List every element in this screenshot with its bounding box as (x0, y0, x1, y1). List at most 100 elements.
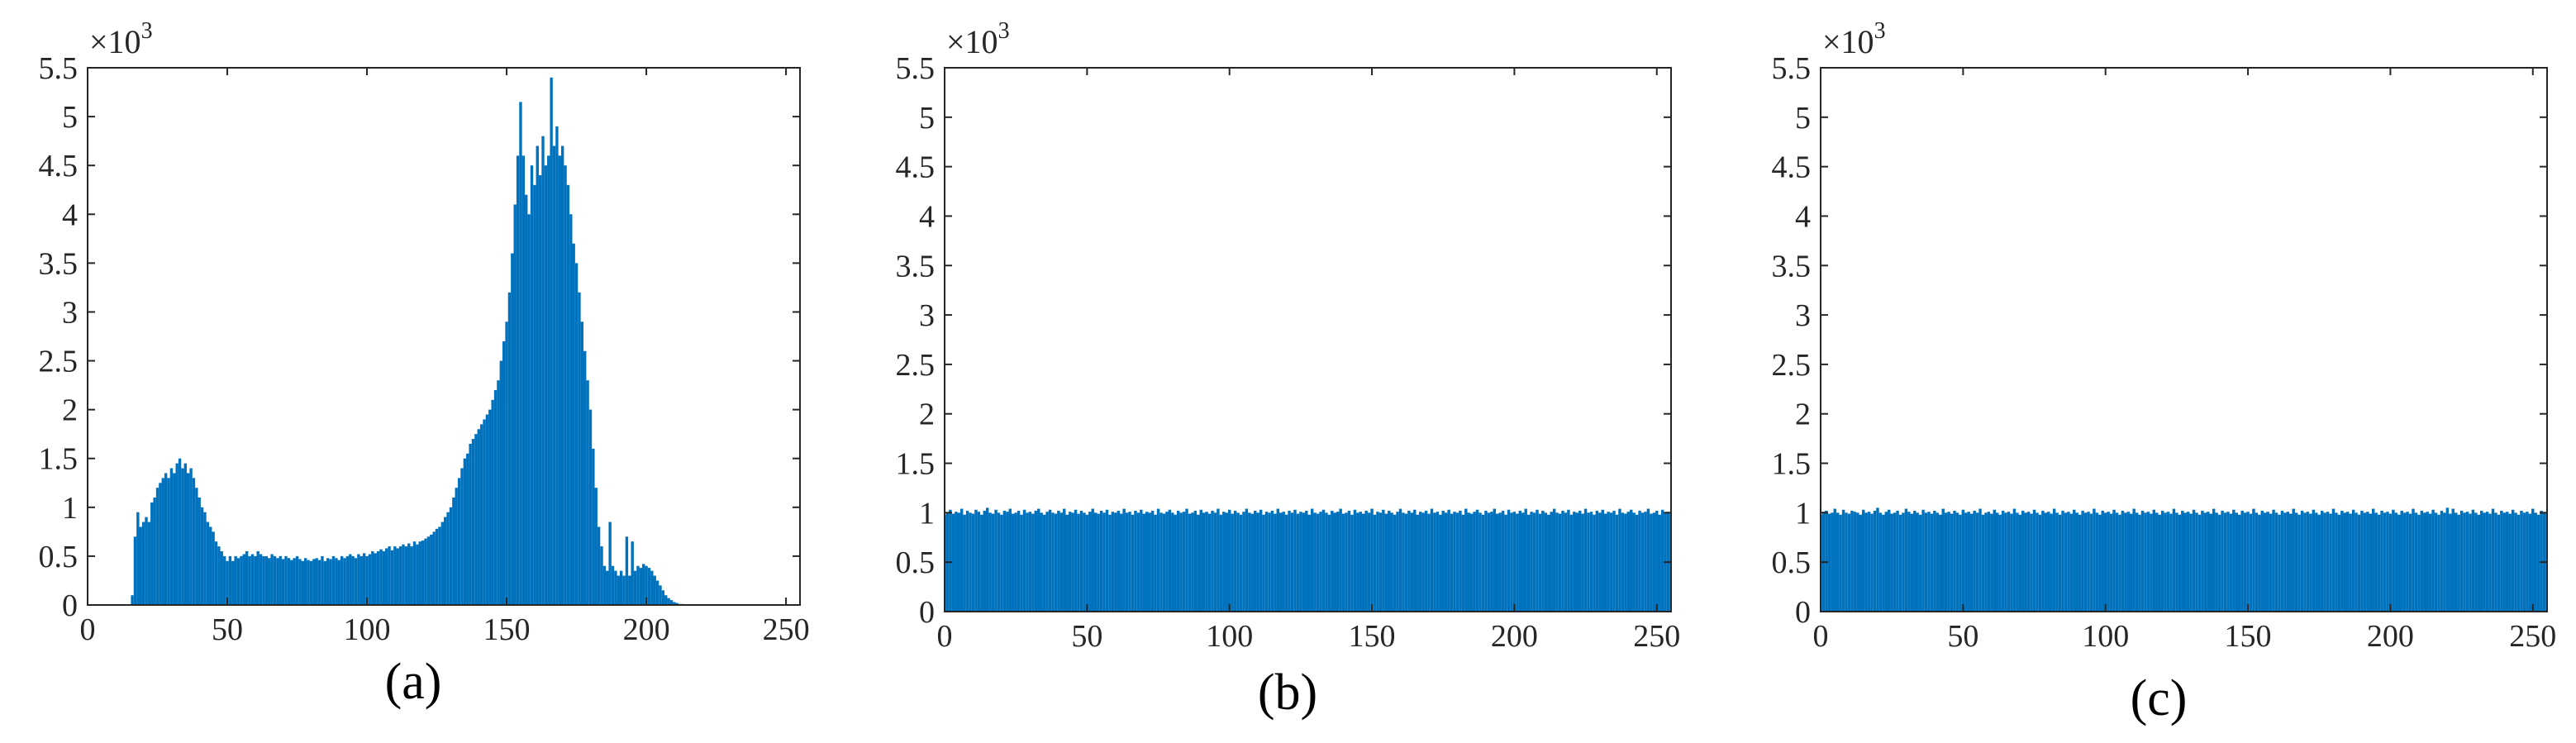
histogram-bar (1114, 512, 1117, 612)
histogram-bar (155, 488, 160, 605)
histogram-bar (1065, 514, 1069, 612)
histogram-bar (619, 570, 623, 605)
histogram-bar (1248, 512, 1251, 612)
histogram-bar (1131, 514, 1135, 612)
histogram-bar (1836, 512, 1840, 612)
histogram-bar (1575, 512, 1578, 612)
histogram-bar (349, 554, 352, 605)
histogram-bar (1331, 510, 1334, 612)
histogram-bar (2081, 510, 2084, 612)
x-tick-label: 250 (763, 612, 810, 647)
histogram-bar (357, 554, 360, 605)
histogram-bar (1168, 509, 1172, 612)
histogram-bar (659, 585, 662, 605)
histogram-bar (2459, 510, 2464, 612)
histogram-bar (298, 559, 302, 605)
histogram-bar (2526, 512, 2529, 612)
histogram-bar (2158, 514, 2161, 612)
histogram-bar (189, 468, 193, 605)
histogram-bar (362, 553, 366, 605)
histogram-bar (2408, 513, 2412, 612)
histogram-bar (2540, 510, 2543, 612)
histogram-bar (307, 560, 310, 605)
histogram-bar (2343, 512, 2346, 612)
histogram-bar (181, 468, 184, 605)
histogram-bar (2007, 512, 2011, 612)
histogram-bar (471, 439, 475, 605)
histogram-bar (2426, 512, 2429, 612)
histogram-bar (1587, 512, 1590, 612)
histogram-bar (1284, 514, 1288, 612)
histogram-bar (2237, 514, 2241, 612)
histogram-bar (2531, 508, 2535, 612)
histogram-bar (1459, 510, 1462, 612)
histogram-bar (1290, 512, 1294, 612)
histogram-bar (2355, 512, 2358, 612)
histogram-bar (195, 488, 198, 605)
histogram-bar (1658, 514, 1661, 612)
histogram-bar (2144, 512, 2147, 612)
histogram-bar (2209, 513, 2212, 612)
y-tick-label: 1.5 (896, 447, 936, 482)
histogram-bar (1536, 509, 1539, 612)
histogram-bar (2093, 508, 2096, 612)
histogram-bar (1402, 512, 1405, 612)
y-exponent-power: 3 (1874, 18, 1886, 44)
histogram-bar (2160, 510, 2164, 612)
histogram-bar (2454, 512, 2458, 612)
histogram-bar (2243, 512, 2247, 612)
histogram-bar (474, 434, 478, 605)
histogram-bar (2428, 513, 2432, 612)
histogram-bar (1239, 514, 1243, 612)
histogram-bar (592, 448, 595, 605)
histogram-bar (1236, 512, 1240, 612)
histogram-bar (2423, 512, 2426, 612)
histogram-bars (945, 507, 1671, 612)
histogram-bar (1217, 508, 1220, 612)
histogram-bar (2508, 513, 2512, 612)
x-tick-label: 0 (937, 619, 953, 654)
histogram-bar (2004, 512, 2007, 612)
histogram-bar (393, 546, 397, 605)
histogram-bar (2312, 509, 2316, 612)
y-tick-label: 0.5 (1772, 545, 1812, 580)
histogram-bar (2445, 507, 2450, 612)
histogram-bar (2457, 514, 2460, 612)
histogram-bar (2249, 513, 2253, 612)
histogram-bar (580, 321, 584, 605)
histogram-bar (1467, 512, 1470, 612)
histogram-bar (2294, 512, 2298, 612)
histogram-bar (1293, 509, 1297, 612)
histogram-bar (317, 560, 321, 605)
axes-frame (1820, 67, 2548, 612)
histogram-bar (1853, 512, 1857, 612)
histogram-bar (1941, 508, 1945, 612)
histogram-bar (1555, 512, 1559, 612)
histogram-bar (586, 380, 589, 605)
histogram-bar (153, 498, 156, 605)
histogram-bar (2246, 512, 2250, 612)
histogram-bar (645, 565, 648, 605)
histogram-bar (1493, 508, 1497, 612)
histogram-bar (1128, 512, 1131, 612)
histogram-bar (2107, 512, 2110, 612)
histogram-bar (1581, 513, 1584, 612)
histogram-bar (1099, 510, 1103, 612)
histogram-bar (2317, 514, 2321, 612)
histogram-bar (1191, 512, 1194, 612)
histogram-bar (169, 468, 174, 605)
histogram-bar (2269, 513, 2273, 612)
histogram-bar (1927, 512, 1931, 612)
histogram-bar (1550, 512, 1553, 612)
histogram-bar (250, 554, 255, 605)
histogram-bar (337, 560, 340, 605)
x-tick-label: 150 (1349, 619, 1396, 654)
histogram-bar (1353, 509, 1357, 612)
histogram-bar (444, 517, 447, 605)
histogram-bar (969, 512, 972, 612)
histogram-bar (488, 409, 492, 605)
histogram-bar (2388, 513, 2393, 612)
histogram-bar (988, 512, 992, 612)
histogram-bar (1156, 508, 1160, 612)
y-exponent-label: ×103 (946, 18, 1010, 60)
